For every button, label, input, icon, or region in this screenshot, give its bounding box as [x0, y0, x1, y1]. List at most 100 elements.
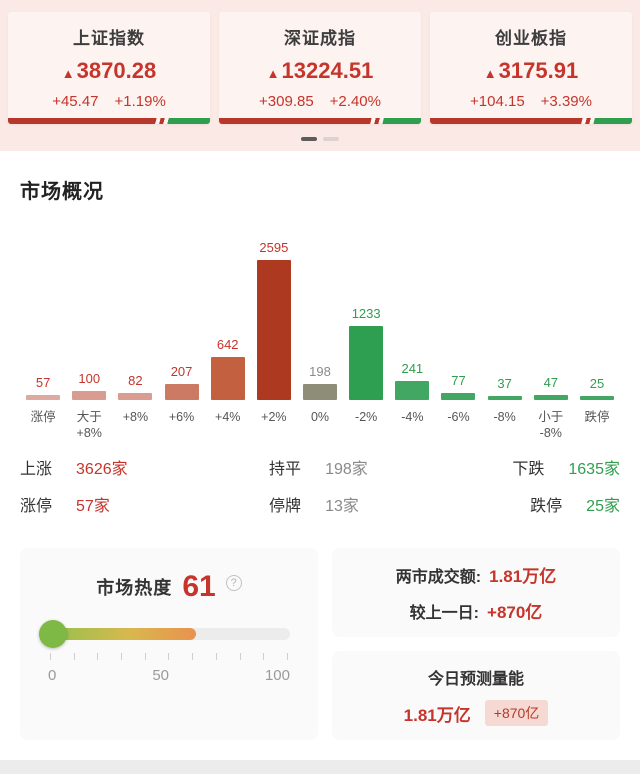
index-percent: +1.19% — [114, 93, 166, 110]
index-name: 创业板指 — [495, 29, 567, 48]
turnover-value: 1.81万亿 — [489, 567, 557, 586]
bar — [349, 326, 384, 400]
heat-gauge-knob[interactable] — [39, 620, 67, 648]
summary-suspended: 停牌 13家 — [239, 492, 429, 516]
bar — [487, 396, 522, 400]
bar-value-label: 198 — [309, 364, 331, 379]
bar-category-label: -8% — [493, 410, 516, 424]
up-down-ratio-bar — [8, 118, 210, 124]
scale-tick — [168, 653, 170, 660]
index-percent: +3.39% — [540, 93, 592, 110]
turnover-line: 两市成交额: 1.81万亿 — [396, 562, 556, 587]
summary-flat: 持平 198家 — [239, 455, 429, 479]
index-card-shenzhen[interactable]: 深证成指 ▲13224.51 +309.85 +2.40% — [219, 12, 421, 124]
pagination-dot[interactable] — [323, 137, 339, 141]
chart-column: 82 +8% — [112, 373, 158, 443]
bar-value-label: 25 — [589, 376, 605, 391]
chart-column: 198 0% — [297, 364, 343, 443]
scale-label-50: 50 — [152, 667, 169, 684]
scale-tick — [97, 653, 99, 660]
up-down-ratio-bar — [219, 118, 421, 124]
market-overview-section: 市场概况 57 涨停 100 大于 +8% 82 +8% 207 +6% 642 +4% 2595 +… — [0, 151, 640, 760]
scale-tick — [50, 653, 51, 660]
market-heat-header: 市场热度 61 ? — [40, 572, 298, 602]
bar-category-label: 跌停 — [584, 410, 610, 424]
bar-value-label: 77 — [451, 373, 466, 388]
bar — [118, 393, 153, 400]
bar-category-label: 0% — [310, 410, 330, 424]
bar-category-label: +4% — [215, 410, 241, 424]
index-card-shanghai[interactable]: 上证指数 ▲3870.28 +45.47 +1.19% — [8, 12, 210, 124]
summary-value: 57家 — [76, 498, 110, 515]
summary-limit-up: 涨停 57家 — [20, 492, 239, 516]
bar-value-label: 1233 — [351, 306, 381, 321]
chart-column: 241 -4% — [389, 361, 435, 443]
help-icon[interactable]: ? — [225, 575, 242, 591]
bar-category-label: -4% — [401, 410, 424, 424]
bar-value-label: 100 — [78, 371, 101, 386]
chart-column: 77 -6% — [435, 373, 481, 443]
up-triangle-icon: ▲ — [483, 66, 497, 81]
index-value: ▲3175.91 — [430, 58, 632, 84]
forecast-title-line: 今日预测量能 — [428, 665, 524, 689]
summary-label: 停牌 — [269, 498, 302, 515]
forecast-value: 1.81万亿 — [403, 705, 471, 725]
scale-tick — [192, 653, 194, 660]
bar-chart: 57 涨停 100 大于 +8% 82 +8% 207 +6% 642 +4% 2595 +2% 198… — [20, 240, 620, 443]
pagination-dot-active[interactable] — [301, 137, 317, 141]
heat-gauge-track[interactable] — [39, 620, 290, 648]
turnover-panel: 两市成交额: 1.81万亿 较上一日: +870亿 — [332, 548, 620, 637]
scale-tick — [121, 653, 123, 660]
summary-down: 下跌 1635家 — [430, 455, 620, 479]
bar-value-label: 241 — [401, 361, 424, 376]
index-value-number: 3175.91 — [498, 58, 579, 83]
summary-label: 持平 — [269, 461, 302, 478]
turnover-delta-label: 较上一日: — [409, 604, 480, 622]
heat-gauge-fill — [48, 628, 196, 640]
summary-label: 上涨 — [20, 461, 53, 478]
index-cards: 上证指数 ▲3870.28 +45.47 +1.19% 深证成指 ▲13224.… — [8, 12, 632, 124]
heat-scale-labels: 0 50 100 — [48, 667, 290, 684]
bar — [164, 384, 199, 400]
bar-category-label: -2% — [355, 410, 378, 424]
bar-category-label: +2% — [261, 410, 287, 424]
summary-up: 上涨 3626家 — [20, 455, 239, 479]
chart-column: 1233 -2% — [343, 306, 389, 443]
bar-value-label: 207 — [170, 364, 193, 379]
chart-column: 207 +6% — [158, 364, 204, 443]
index-change: +45.47 — [52, 93, 99, 110]
market-heat-panel: 市场热度 61 ? 0 50 100 — [20, 548, 318, 740]
chart-column: 2595 +2% — [251, 240, 297, 443]
bar — [579, 396, 614, 400]
bar — [533, 395, 568, 400]
market-summary: 上涨 3626家 持平 198家 下跌 1635家 涨停 57家 停牌 13家 — [20, 455, 620, 516]
forecast-delta-badge: +870亿 — [484, 700, 549, 726]
carousel-pagination — [8, 137, 632, 141]
bar-value-label: 37 — [497, 376, 512, 391]
summary-row: 上涨 3626家 持平 198家 下跌 1635家 — [20, 455, 620, 479]
bar-value-label: 57 — [35, 375, 51, 390]
page-bottom-strip — [0, 760, 640, 774]
index-change-row: +45.47 +1.19% — [8, 93, 210, 110]
turnover-label: 两市成交额: — [395, 568, 482, 586]
chart-column: 37 -8% — [482, 376, 528, 443]
bar-category-label: +6% — [168, 410, 195, 424]
up-triangle-icon: ▲ — [61, 66, 75, 81]
market-heat-value: 61 — [182, 570, 216, 603]
scale-tick — [215, 653, 217, 660]
index-percent: +2.40% — [329, 93, 381, 110]
heat-scale-ticks — [50, 653, 288, 660]
bar-category-label: -6% — [447, 410, 470, 424]
index-value-number: 13224.51 — [281, 58, 374, 83]
bar-value-label: 82 — [128, 373, 143, 388]
index-card-chinext[interactable]: 创业板指 ▲3175.91 +104.15 +3.39% — [430, 12, 632, 124]
index-value-number: 3870.28 — [76, 58, 157, 83]
turnover-delta-line: 较上一日: +870亿 — [410, 598, 543, 623]
bottom-panels: 市场热度 61 ? 0 50 100 两市成交额: — [20, 548, 620, 740]
summary-value: 198家 — [325, 461, 368, 478]
chart-column: 25 跌停 — [574, 376, 620, 443]
bar-value-label: 2595 — [259, 240, 289, 255]
bar — [72, 391, 107, 400]
index-change: +104.15 — [470, 93, 525, 110]
index-change: +309.85 — [259, 93, 314, 110]
